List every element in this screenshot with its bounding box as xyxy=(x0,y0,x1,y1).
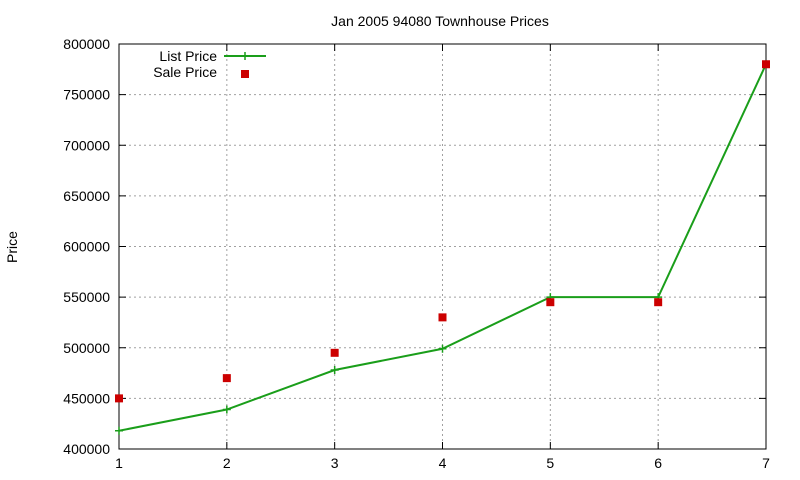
x-tick-label: 4 xyxy=(439,455,447,471)
x-tick-label: 1 xyxy=(115,455,123,471)
x-tick-label: 5 xyxy=(546,455,554,471)
x-tick-label: 6 xyxy=(654,455,662,471)
sale-price-point xyxy=(654,298,663,307)
list-price-point xyxy=(115,426,123,435)
ticks-layer: 400000 450000 500000 550000 600000 650000 7000… xyxy=(63,36,770,471)
y-tick-label: 500000 xyxy=(63,340,110,356)
list-price-point xyxy=(222,405,231,414)
sale-price-point xyxy=(222,374,231,383)
series-layer xyxy=(115,60,770,435)
sale-price-legend-label: Sale Price xyxy=(153,64,217,80)
list-price-point xyxy=(330,366,339,375)
list-price-legend-label: List Price xyxy=(159,48,217,64)
list-price-legend-marker xyxy=(241,52,249,60)
y-axis-label: Price xyxy=(4,231,20,263)
sale-price-point xyxy=(762,60,770,69)
sale-price-point xyxy=(546,298,555,307)
y-tick-label: 700000 xyxy=(63,137,110,153)
x-tick-label: 7 xyxy=(762,455,770,471)
sale-price-point xyxy=(438,313,447,322)
x-tick-label: 3 xyxy=(331,455,339,471)
y-tick-label: 600000 xyxy=(63,239,110,255)
y-tick-label: 750000 xyxy=(63,87,110,103)
y-tick-label: 650000 xyxy=(63,188,110,204)
grid-layer xyxy=(119,44,766,449)
y-tick-label: 550000 xyxy=(63,289,110,305)
sale-price-legend-marker xyxy=(241,70,249,78)
list-price-point xyxy=(438,344,447,353)
y-tick-label: 400000 xyxy=(63,441,110,457)
sale-price-point xyxy=(330,348,339,357)
x-tick-label: 2 xyxy=(223,455,231,471)
y-tick-label: 800000 xyxy=(63,36,110,52)
plot-frame xyxy=(118,43,767,450)
chart-title: Jan 2005 94080 Townhouse Prices xyxy=(331,13,549,29)
y-tick-label: 450000 xyxy=(63,390,110,406)
sale-price-point xyxy=(115,394,123,403)
